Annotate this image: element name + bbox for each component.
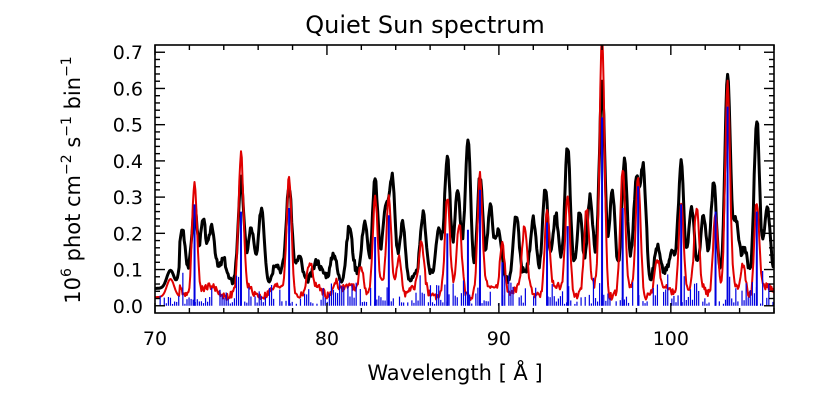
y-tick-label: 0.5 [113, 115, 143, 137]
plot-area: 70 80 90 100 0.0 0.1 0.2 0.3 0.4 0.5 0.6 0.7 [113, 42, 775, 350]
x-tick-label: 80 [315, 328, 339, 350]
y-axis-label: 106 phot cm−2 s−1 bin−1 [59, 56, 85, 303]
y-tick-label: 0.7 [113, 42, 143, 64]
x-tick-label: 90 [487, 328, 511, 350]
y-tick-label: 0.0 [113, 296, 143, 318]
y-tick-label: 0.2 [113, 223, 143, 245]
x-tick-label: 70 [143, 328, 167, 350]
y-tick-label: 0.3 [113, 187, 143, 209]
series-2-line [155, 45, 774, 302]
series-1-line [155, 72, 774, 290]
y-tick-label: 0.6 [113, 78, 143, 100]
y-tick-label: 0.1 [113, 260, 143, 282]
x-tick-label: 100 [653, 328, 689, 350]
x-axis-label: Wavelength [ Å ] [367, 359, 542, 385]
y-tick-label: 0.4 [113, 151, 143, 173]
series-layer [155, 45, 774, 306]
chart-title: Quiet Sun spectrum [305, 11, 544, 39]
